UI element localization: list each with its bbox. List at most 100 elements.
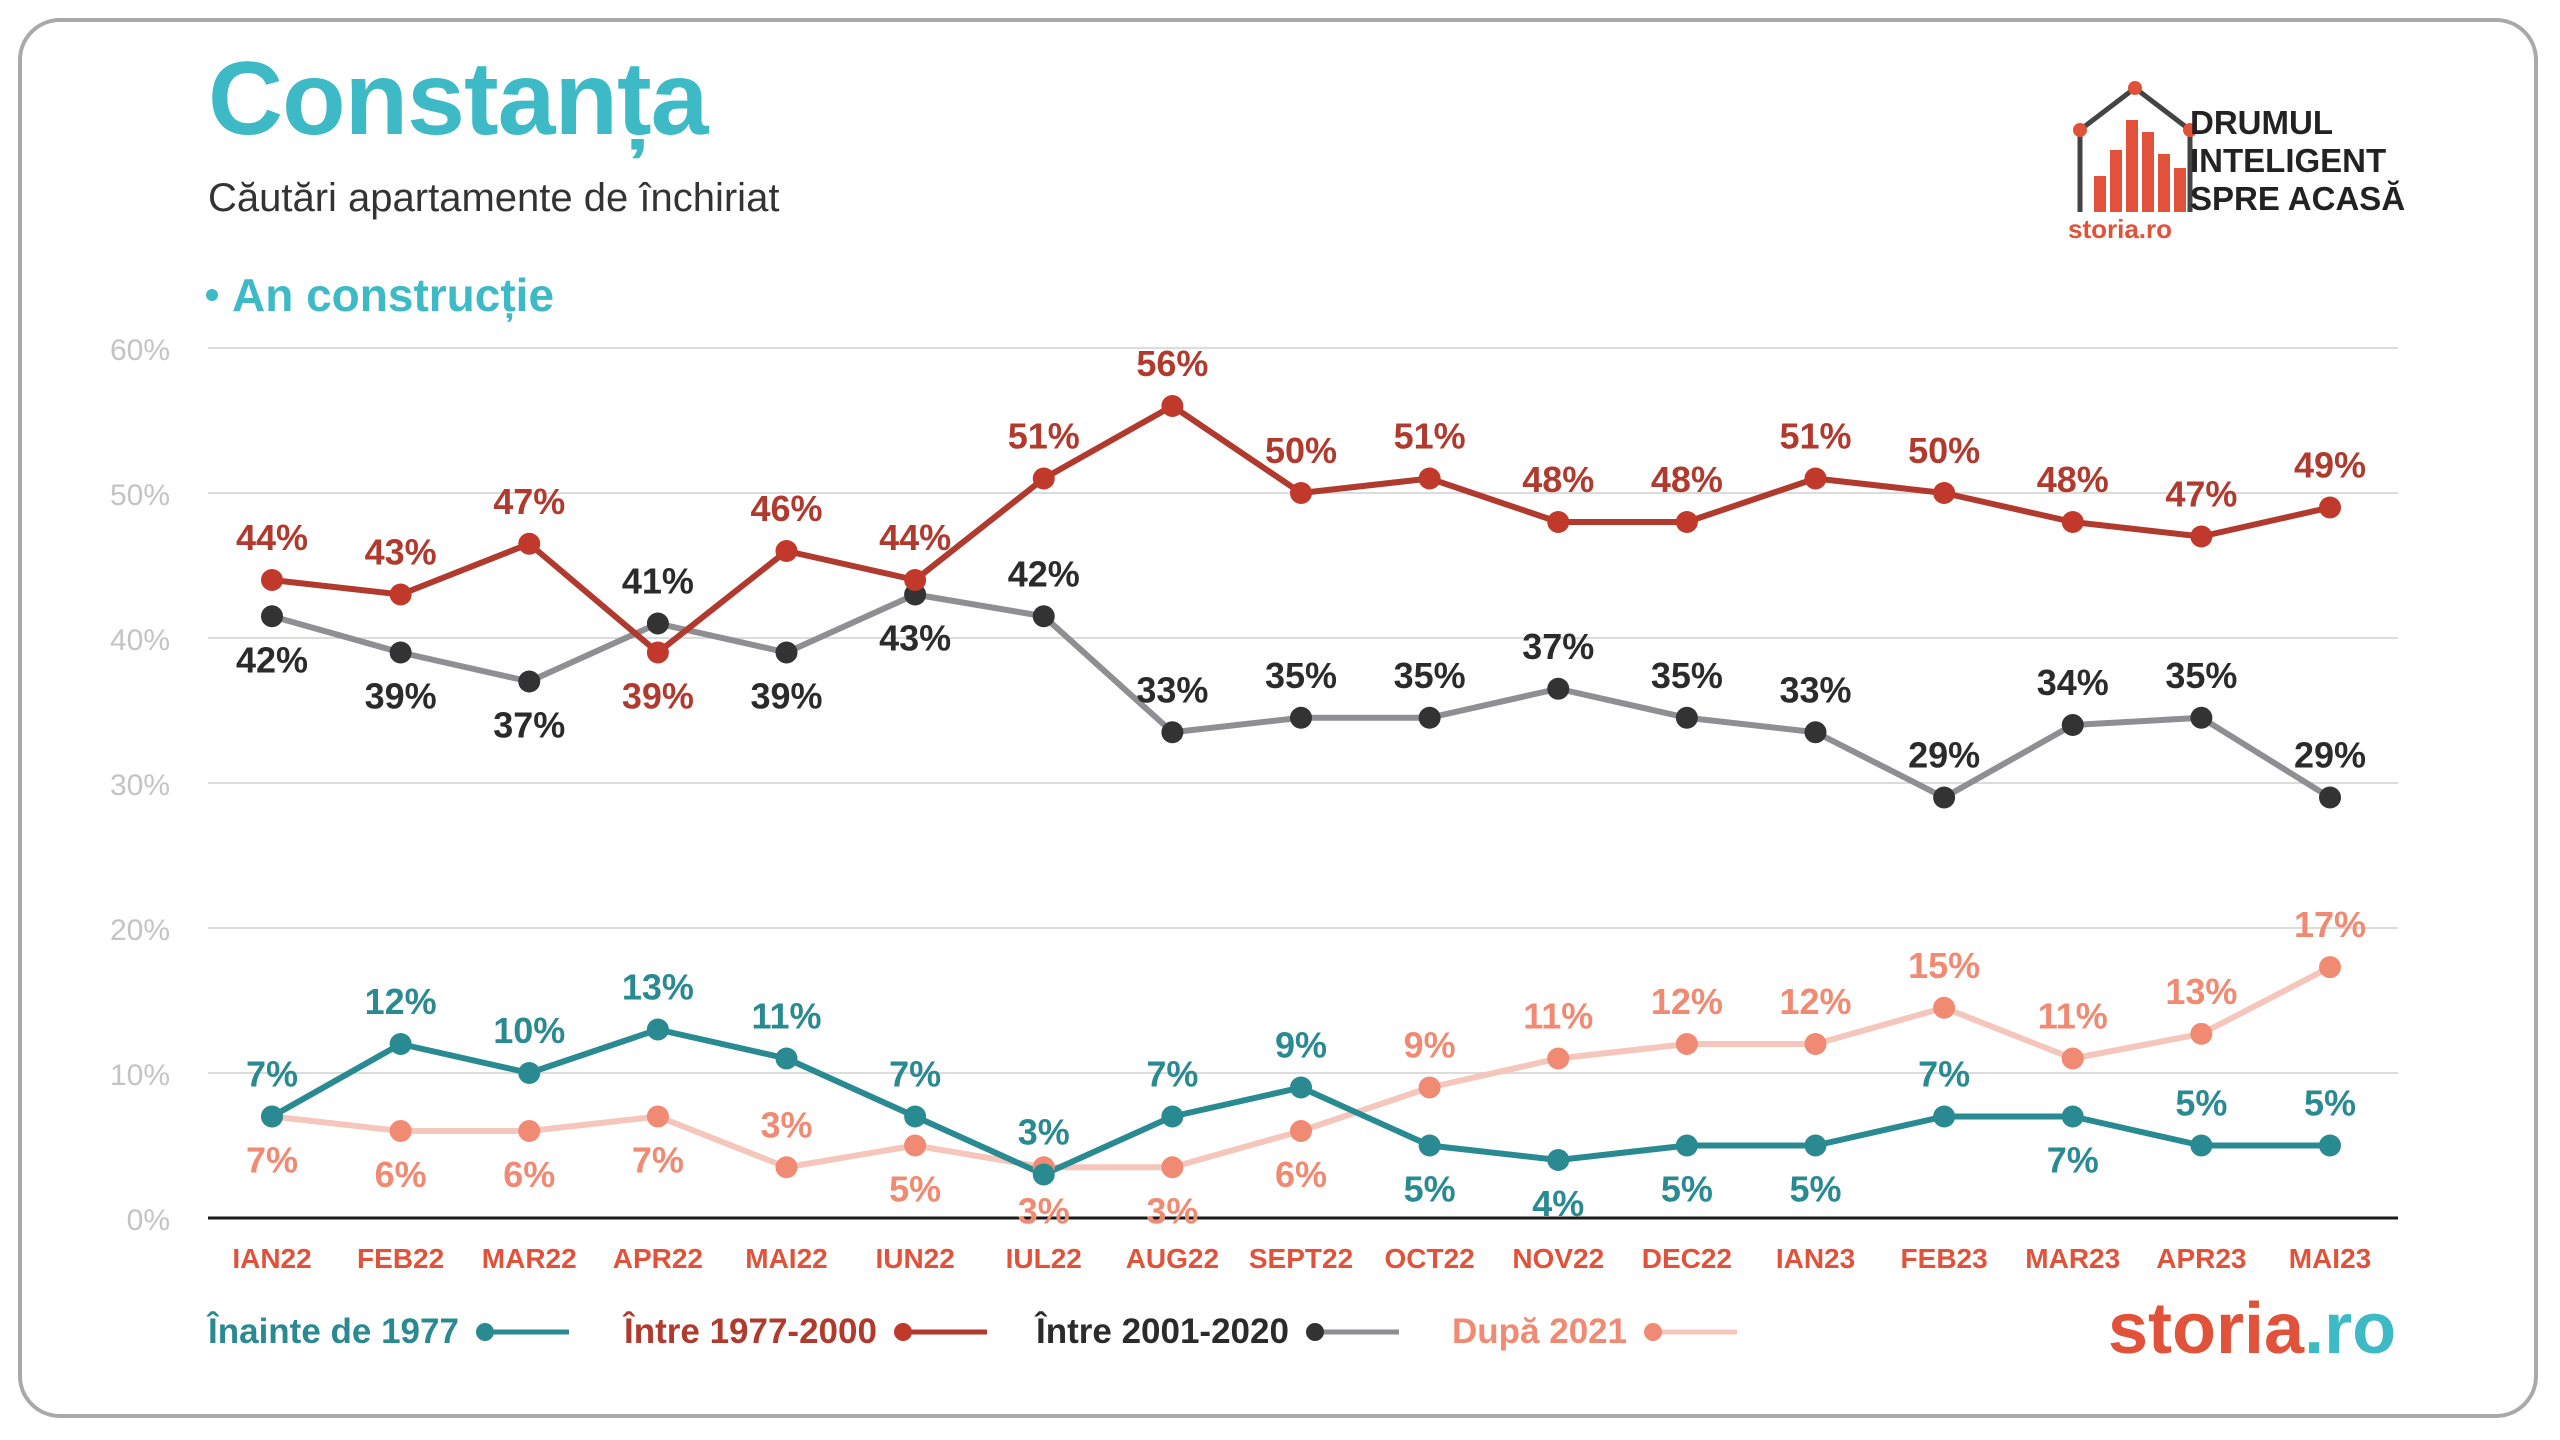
x-tick-label: NOV22 <box>1512 1243 1604 1274</box>
data-point <box>1547 1047 1570 1070</box>
x-tick-label: IAN23 <box>1776 1243 1855 1274</box>
data-point <box>1675 1134 1698 1157</box>
data-label: 3% <box>1018 1190 1070 1231</box>
data-label: 51% <box>1394 416 1466 457</box>
data-point <box>2319 956 2341 979</box>
data-label: 29% <box>2294 735 2366 776</box>
data-label: 17% <box>2294 904 2366 945</box>
data-label: 11% <box>751 996 821 1037</box>
x-tick-label: AUG22 <box>1126 1243 1219 1274</box>
x-tick-label: OCT22 <box>1385 1243 1475 1274</box>
data-point <box>389 1120 412 1142</box>
data-label: 5% <box>889 1169 941 1210</box>
data-point <box>2061 1105 2084 1128</box>
data-label: 3% <box>1146 1190 1198 1231</box>
x-tick-label: MAI22 <box>745 1243 827 1274</box>
x-tick-label: FEB22 <box>357 1243 444 1274</box>
data-point <box>1032 467 1055 490</box>
logo-line-3: SPRE ACASĂ <box>2190 180 2406 217</box>
data-label: 48% <box>2037 459 2109 500</box>
data-label: 35% <box>1265 655 1337 696</box>
y-tick-label: 40% <box>110 624 170 657</box>
y-tick-label: 10% <box>110 1059 170 1092</box>
data-label: 29% <box>1908 735 1980 776</box>
data-point <box>2190 706 2213 729</box>
data-label: 7% <box>1146 1054 1198 1095</box>
data-label: 11% <box>1523 996 1593 1037</box>
data-point <box>2190 1022 2213 1045</box>
data-point <box>775 540 798 562</box>
data-label: 48% <box>1522 459 1594 500</box>
data-point <box>2319 1134 2341 1157</box>
y-tick-label: 0% <box>127 1204 170 1237</box>
data-point <box>1290 482 1312 504</box>
logo-line-2: INTELIGENT <box>2190 142 2387 179</box>
data-label: 44% <box>236 517 308 558</box>
house-bar-chart-logo-icon <box>2073 81 2197 212</box>
data-label: 39% <box>750 676 822 717</box>
x-tick-label: DEC22 <box>1642 1243 1732 1274</box>
data-point <box>1933 1105 1956 1128</box>
data-label: 13% <box>2165 971 2237 1012</box>
data-label: 33% <box>1136 669 1208 710</box>
data-point <box>646 612 669 635</box>
data-point <box>1804 721 1827 744</box>
data-label: 7% <box>2047 1140 2099 1181</box>
data-label: 3% <box>1018 1112 1070 1153</box>
data-label: 3% <box>760 1104 812 1145</box>
logo-small-brand: storia.ro <box>2068 214 2173 244</box>
data-label: 51% <box>1779 416 1851 457</box>
data-label: 50% <box>1265 430 1337 471</box>
data-label: 5% <box>2304 1083 2356 1124</box>
data-point <box>2319 786 2341 809</box>
data-point <box>1161 721 1184 744</box>
data-label: 51% <box>1008 416 1080 457</box>
data-point <box>646 1105 669 1128</box>
legend-swatch-icon <box>893 1323 987 1341</box>
data-point <box>1418 706 1441 729</box>
data-label: 9% <box>1275 1025 1327 1066</box>
data-point <box>518 1062 541 1084</box>
data-point <box>1933 996 1956 1019</box>
data-label: 35% <box>1394 655 1466 696</box>
data-point <box>1418 1134 1441 1157</box>
data-label: 7% <box>246 1054 298 1095</box>
data-label: 4% <box>1532 1183 1584 1224</box>
logo-text: DRUMUL INTELIGENT SPRE ACASĂ <box>2190 104 2405 218</box>
data-label: 41% <box>622 561 694 602</box>
data-point <box>775 641 798 664</box>
data-point <box>1161 1156 1184 1179</box>
brand-suffix: .ro <box>2304 1289 2397 1369</box>
legend-item-2001-2020: Între 2001-2020 <box>1036 1302 1403 1362</box>
data-label: 47% <box>2165 474 2237 515</box>
data-point <box>775 1047 798 1070</box>
data-point <box>1547 677 1570 700</box>
data-label: 42% <box>1008 553 1080 594</box>
data-point <box>1032 605 1055 628</box>
y-tick-label: 20% <box>110 914 170 947</box>
legend-item-1977-2000: Între 1977-2000 <box>624 1302 991 1362</box>
data-label: 7% <box>1918 1054 1970 1095</box>
data-label: 39% <box>622 676 694 717</box>
data-point <box>2061 511 2084 533</box>
legend-swatch-icon <box>1305 1323 1399 1341</box>
data-point <box>1933 482 1956 504</box>
data-point <box>904 1105 927 1128</box>
legend-swatch-icon <box>1644 1323 1738 1341</box>
data-label: 48% <box>1651 459 1723 500</box>
series-line <box>269 591 2333 801</box>
data-label: 50% <box>1908 430 1980 471</box>
data-point <box>775 1156 798 1179</box>
x-tick-label: MAI23 <box>2289 1243 2371 1274</box>
data-point <box>2061 1047 2084 1070</box>
data-label: 10% <box>493 1010 565 1051</box>
data-point <box>1804 1134 1827 1157</box>
data-point <box>1418 1076 1441 1099</box>
data-label: 6% <box>1275 1154 1327 1195</box>
data-label: 12% <box>1651 981 1723 1022</box>
data-label: 39% <box>365 676 437 717</box>
data-point <box>646 641 669 664</box>
legend-label: Înainte de 1977 <box>208 1312 459 1351</box>
data-label: 43% <box>879 618 951 659</box>
x-tick-label: FEB23 <box>1901 1243 1988 1274</box>
